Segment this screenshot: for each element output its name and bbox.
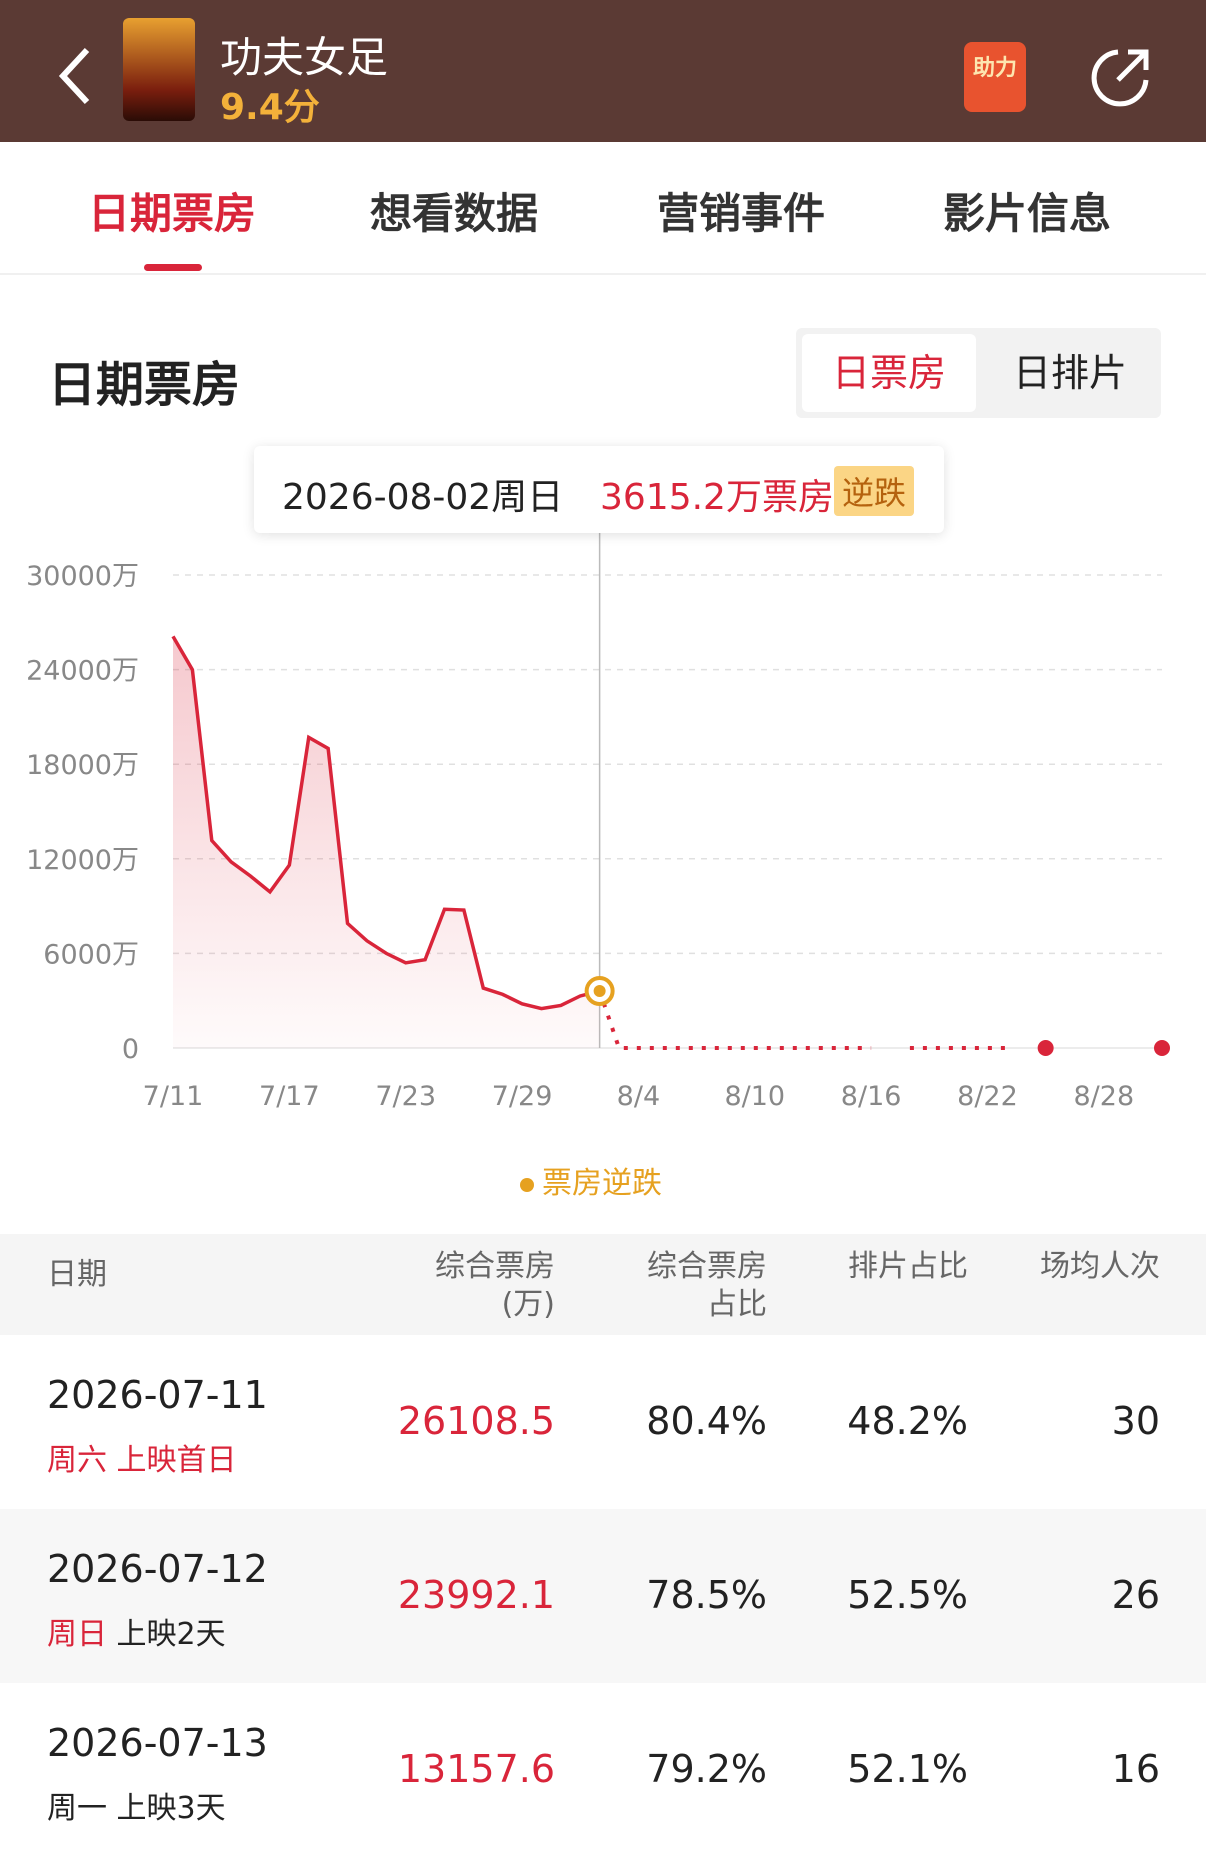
row-weekday: 周六 — [47, 1443, 107, 1478]
avg-attendance: 30 — [1111, 1399, 1160, 1443]
x-tick-label: 8/16 — [841, 1081, 902, 1112]
schedule: 52.5% — [847, 1573, 968, 1617]
table-row[interactable]: 2026-07-11 周六 上映首日 26108.5 80.4% 48.2% 3… — [0, 1335, 1206, 1509]
movie-title: 功夫女足 — [220, 33, 389, 82]
x-tick-label: 7/11 — [143, 1081, 204, 1112]
share-icon[interactable] — [1088, 44, 1154, 110]
box-office: 26108.5 — [397, 1399, 555, 1443]
column-header: 日期 — [47, 1257, 107, 1292]
schedule: 52.1% — [847, 1747, 968, 1791]
back-icon[interactable] — [55, 46, 95, 106]
y-tick-label: 30000万 — [26, 561, 139, 592]
legend-marker — [520, 1177, 534, 1192]
tab[interactable]: 日期票房 — [88, 189, 257, 238]
chart: 0 6000万 12000万 18000万 24000万 30000万 7/11 7/17 7/… — [26, 533, 1170, 1112]
table-header: 日期 综合票房 (万) 综合票房 占比 排片占比 场均人次 — [0, 1234, 1206, 1335]
section-title: 日期票房 — [48, 357, 241, 413]
tab[interactable]: 影片信息 — [943, 189, 1112, 238]
box-office: 23992.1 — [397, 1573, 555, 1617]
column-header: 场均人次 — [1040, 1249, 1160, 1284]
tab[interactable]: 想看数据 — [370, 189, 539, 238]
x-tick-label: 8/4 — [617, 1081, 660, 1112]
divider — [0, 273, 1206, 275]
tooltip-tag: 逆跌 — [834, 466, 915, 516]
tooltip: 2026-08-02周日 3615.2万票房 逆跌 — [254, 446, 944, 533]
row-day: 上映2天 — [116, 1617, 226, 1652]
row-date: 2026-07-13 — [47, 1721, 268, 1765]
x-tick-label: 8/28 — [1074, 1081, 1135, 1112]
x-tick-label: 7/23 — [375, 1081, 436, 1112]
line — [597, 990, 872, 1050]
x-tick-label: 8/22 — [957, 1081, 1018, 1112]
tab-indicator — [144, 264, 202, 271]
rating: 9.4分 — [220, 87, 320, 128]
line — [171, 635, 601, 1011]
share: 80.4% — [646, 1399, 767, 1443]
y-tick-label: 24000万 — [26, 656, 139, 687]
box-office: 13157.6 — [397, 1747, 555, 1791]
toggle-option[interactable]: 日票房 — [802, 334, 976, 412]
row-date: 2026-07-12 — [47, 1547, 268, 1591]
column-header: 综合票房 (万) — [435, 1249, 555, 1322]
y-tick-label: 6000万 — [43, 939, 139, 970]
point — [1037, 1040, 1054, 1056]
share: 79.2% — [646, 1747, 767, 1791]
toggle-option[interactable]: 日排片 — [1012, 351, 1127, 395]
row-day: 上映3天 — [116, 1791, 226, 1826]
x-tick-label: 7/17 — [259, 1081, 320, 1112]
row-day: 上映首日 — [116, 1443, 237, 1478]
poster[interactable] — [123, 18, 195, 121]
tooltip-date: 2026-08-02周日 — [282, 477, 564, 518]
share: 78.5% — [646, 1573, 767, 1617]
y-tick-label: 0 — [122, 1034, 139, 1065]
schedule: 48.2% — [847, 1399, 968, 1443]
table-row[interactable]: 2026-07-12 周日 上映2天 23992.1 78.5% 52.5% 2… — [0, 1509, 1206, 1683]
column-header: 综合票房 占比 — [647, 1249, 767, 1322]
tab[interactable]: 营销事件 — [657, 189, 826, 238]
legend: 票房逆跌 — [520, 1158, 662, 1202]
tooltip-value: 3615.2万票房 — [600, 468, 834, 520]
tooltip-unit: 万票房 — [725, 477, 834, 518]
row-date: 2026-07-11 — [47, 1373, 268, 1417]
tooltip-number: 3615.2 — [600, 477, 726, 518]
x-tick-label: 7/29 — [492, 1081, 553, 1112]
avg-attendance: 26 — [1111, 1573, 1160, 1617]
y-tick-label: 18000万 — [26, 750, 139, 781]
column-header: 排片占比 — [848, 1249, 968, 1284]
x-tick-label: 8/10 — [724, 1081, 785, 1112]
header: 功夫女足 9.4分 助力 — [0, 0, 1206, 142]
area — [173, 636, 600, 1048]
point — [1154, 1040, 1170, 1056]
y-tick-label: 12000万 — [26, 845, 139, 876]
avg-attendance: 16 — [1111, 1747, 1160, 1791]
table-row[interactable]: 2026-07-13 周一 上映3天 13157.6 79.2% 52.1% 1… — [0, 1683, 1206, 1851]
row-weekday: 周一 — [47, 1791, 107, 1826]
boost-button[interactable]: 助力 — [964, 42, 1026, 112]
legend-label: 票房逆跌 — [542, 1166, 662, 1201]
highlight-dot — [593, 985, 606, 998]
row-weekday: 周日 — [47, 1617, 107, 1652]
